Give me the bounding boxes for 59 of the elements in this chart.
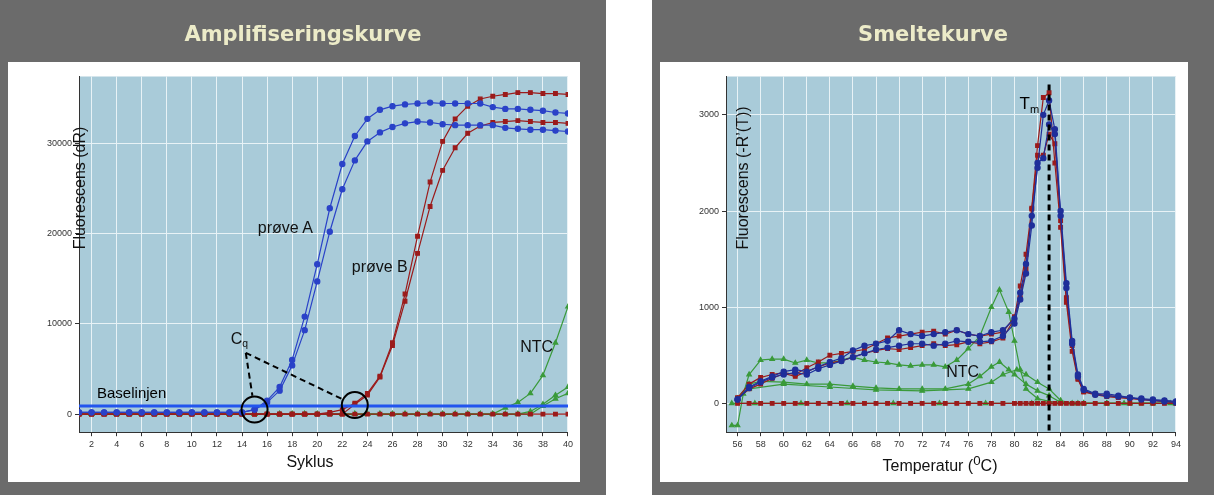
- x-tick-label: 64: [824, 439, 835, 450]
- x-tick-label: 68: [871, 439, 882, 450]
- x-tick-label: 8: [164, 439, 170, 450]
- y-axis-title: Fluorescens (dR): [71, 126, 90, 250]
- x-axis-title: Syklus: [285, 453, 335, 471]
- x-tick-label: 36: [512, 439, 523, 450]
- x-tick-label: 10: [186, 439, 197, 450]
- annotation: NTC: [946, 362, 980, 380]
- x-tick-label: 90: [1124, 439, 1135, 450]
- y-tick-label: 20000: [47, 228, 73, 239]
- y-tick-label: 0: [67, 408, 73, 419]
- chart-title: Smeltekurve: [857, 22, 1009, 46]
- x-tick-label: 72: [917, 439, 928, 450]
- x-tick-label: 60: [778, 439, 789, 450]
- x-tick-label: 80: [1009, 439, 1020, 450]
- x-tick-label: 74: [940, 439, 951, 450]
- x-tick-label: 22: [337, 439, 348, 450]
- x-tick-label: 78: [986, 439, 997, 450]
- x-tick-label: 20: [312, 439, 323, 450]
- y-tick-label: 30000: [47, 137, 73, 148]
- y-tick-label: 1000: [698, 301, 720, 312]
- y-tick-label: 3000: [698, 109, 720, 120]
- x-tick-label: 14: [237, 439, 248, 450]
- x-tick-label: 28: [412, 439, 423, 450]
- x-tick-label: 82: [1032, 439, 1043, 450]
- x-tick-label: 40: [562, 439, 573, 450]
- x-tick-label: 24: [362, 439, 373, 450]
- x-tick-label: 62: [801, 439, 812, 450]
- y-tick-label: 2000: [698, 205, 720, 216]
- y-axis-title: Fluorescens (-R’(T)): [733, 106, 752, 250]
- x-tick-label: 94: [1170, 439, 1181, 450]
- ref-line-label: Baselinjen: [97, 384, 167, 402]
- x-tick-label: 86: [1078, 439, 1089, 450]
- annotation: prøve A: [257, 219, 314, 237]
- x-tick-label: 2: [89, 439, 95, 450]
- annotation: NTC: [520, 337, 554, 355]
- x-tick-label: 92: [1147, 439, 1158, 450]
- x-tick-label: 56: [732, 439, 743, 450]
- x-tick-label: 32: [462, 439, 473, 450]
- x-tick-label: 4: [114, 439, 120, 450]
- x-tick-label: 76: [963, 439, 974, 450]
- x-tick-label: 84: [1055, 439, 1066, 450]
- y-tick-label: 10000: [47, 318, 73, 329]
- y-tick-label: 0: [714, 397, 720, 408]
- x-tick-label: 18: [287, 439, 298, 450]
- x-tick-label: 26: [387, 439, 398, 450]
- x-tick-label: 34: [487, 439, 498, 450]
- x-tick-label: 70: [894, 439, 905, 450]
- x-axis-title: Temperatur ($^{0}$C): [881, 453, 999, 476]
- x-tick-label: 88: [1101, 439, 1112, 450]
- annotation: prøve B: [351, 258, 408, 276]
- x-tick-label: 38: [537, 439, 548, 450]
- chart-title: Amplifiseringskurve: [183, 22, 423, 46]
- x-tick-label: 6: [139, 439, 145, 450]
- x-tick-label: 66: [847, 439, 858, 450]
- x-tick-label: 16: [262, 439, 273, 450]
- x-tick-label: 12: [211, 439, 222, 450]
- x-tick-label: 30: [437, 439, 448, 450]
- x-tick-label: 58: [755, 439, 766, 450]
